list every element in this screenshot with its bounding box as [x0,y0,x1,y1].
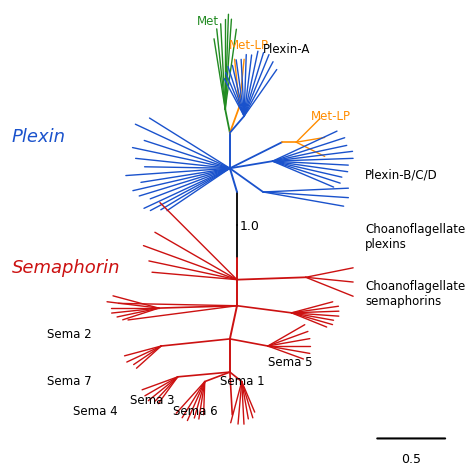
Text: Choanoflagellate
plexins: Choanoflagellate plexins [365,223,465,251]
Text: Met-LP: Met-LP [229,38,269,52]
Text: Sema 6: Sema 6 [173,405,218,418]
Text: Plexin-B/C/D: Plexin-B/C/D [365,169,438,182]
Text: Choanoflagellate
semaphorins: Choanoflagellate semaphorins [365,280,465,308]
Text: 0.5: 0.5 [401,453,421,465]
Text: 1.0: 1.0 [239,220,259,233]
Text: Semaphorin: Semaphorin [12,259,120,277]
Text: Sema 7: Sema 7 [47,375,92,388]
Text: Plexin-A: Plexin-A [263,43,310,56]
Text: Sema 1: Sema 1 [220,375,265,388]
Text: Sema 3: Sema 3 [130,394,175,407]
Text: Met-LP: Met-LP [310,109,350,123]
Text: Sema 2: Sema 2 [47,328,92,341]
Text: Sema 5: Sema 5 [268,356,312,369]
Text: Plexin: Plexin [12,128,66,146]
Text: Sema 4: Sema 4 [73,405,118,418]
Text: Met: Met [197,15,219,28]
